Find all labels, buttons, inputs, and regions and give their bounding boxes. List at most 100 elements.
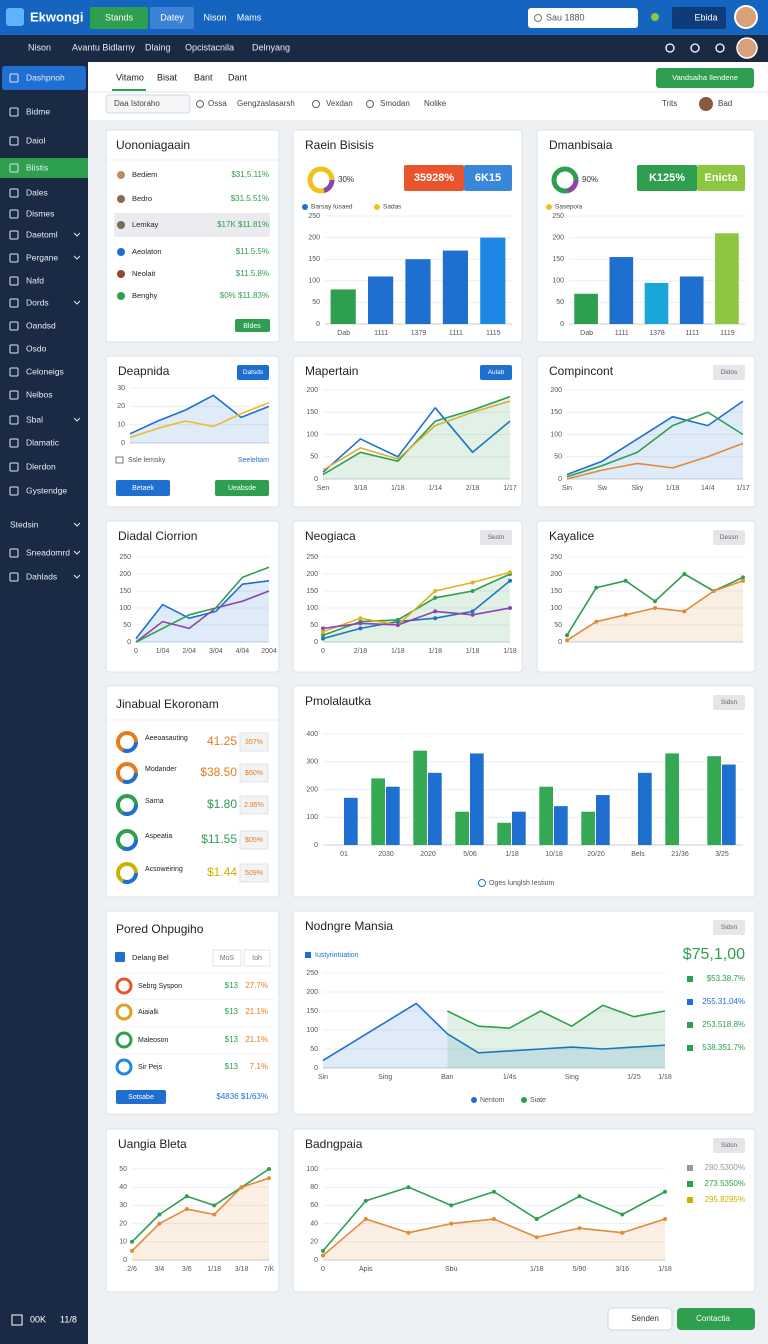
list-button-label[interactable]: Bldes (243, 323, 261, 330)
sidebar-item[interactable]: Dahlads (26, 571, 57, 581)
row-name: Aspeatia (145, 833, 172, 840)
card-badge-label[interactable]: Sidsn (721, 699, 738, 706)
header-tab[interactable] (150, 7, 194, 29)
card-badge-label[interactable]: Dessn (720, 534, 739, 541)
card-badge[interactable] (713, 530, 745, 545)
toolbar-tab[interactable]: Vitamo (116, 72, 144, 82)
sidebar-item[interactable]: Gystendge (26, 485, 67, 495)
y-tick-label: 50 (310, 1046, 318, 1053)
nav-item[interactable]: Nison (28, 42, 51, 52)
bar (442, 250, 468, 324)
filter-item[interactable]: Vexdan (326, 99, 353, 108)
sidebar-item[interactable]: Sneadomrd (26, 547, 70, 557)
list-button-label[interactable]: Sotsabe (128, 1094, 154, 1101)
sidebar-item[interactable]: Dismes (26, 208, 54, 218)
footer-button[interactable] (607, 1307, 673, 1331)
card-badge-label[interactable]: Sidsn (721, 924, 738, 931)
filter-item[interactable]: Daa Istoraho (114, 99, 160, 108)
sidebar-item[interactable]: Blistis (26, 162, 48, 172)
sidebar-item[interactable]: Dashpnoh (26, 72, 65, 82)
filter-icon (366, 100, 374, 108)
toolbar-tab[interactable]: Bisat (157, 72, 178, 82)
list-button[interactable] (116, 1090, 166, 1104)
card (292, 355, 523, 508)
filter-item[interactable]: Ossa (208, 99, 227, 108)
header-tab-label[interactable]: Mams (237, 12, 262, 22)
toolbar-tab[interactable]: Bant (194, 72, 213, 82)
card-badge[interactable] (480, 530, 512, 545)
header-tab-label[interactable]: Stands (105, 12, 134, 22)
card-badge-label[interactable]: Sidsn (721, 1142, 738, 1149)
nav-avatar[interactable] (736, 37, 758, 59)
sidebar-item[interactable]: Oandsd (26, 320, 56, 330)
filter-item[interactable]: Nolike (424, 99, 447, 108)
sidebar-icon (9, 572, 19, 582)
toolbar-right[interactable]: Trits (662, 99, 677, 108)
sidebar-item[interactable]: Osdo (26, 343, 47, 353)
footer-button-label[interactable]: Senden (631, 1314, 659, 1323)
header-badge-label[interactable]: Ebida (694, 12, 717, 22)
nav-item[interactable]: Opcistacnila (185, 42, 234, 52)
footer-button-label[interactable]: Contactia (696, 1314, 730, 1323)
card (292, 910, 756, 1115)
header-tab[interactable] (90, 7, 148, 29)
header-tab-label[interactable]: Nison (203, 12, 226, 22)
search-text[interactable]: Sau 1880 (546, 12, 585, 22)
sidebar-item[interactable]: Nelbos (26, 389, 52, 399)
sidebar-item[interactable]: Dales (26, 187, 48, 197)
sidebar-item[interactable]: Dlamatic (26, 437, 60, 447)
card-badge[interactable] (713, 695, 745, 710)
sidebar-item[interactable]: Daiol (26, 135, 45, 145)
marker (470, 580, 475, 585)
footer-button[interactable] (677, 1308, 755, 1330)
card-button[interactable] (116, 480, 170, 496)
toolbar-right[interactable]: Bad (718, 99, 732, 108)
header-tab-label[interactable]: Datey (160, 12, 184, 22)
sidebar-item[interactable]: Dords (26, 297, 49, 307)
nav-item[interactable]: Avantu Bidlarny (72, 42, 135, 52)
sidebar-item[interactable]: Sbal (26, 414, 43, 424)
card-badge[interactable] (713, 365, 745, 380)
list-button[interactable] (235, 319, 270, 332)
card-badge[interactable] (237, 365, 269, 380)
filter-item[interactable]: Gengzaslasarsh (237, 99, 295, 108)
card-badge-label[interactable]: Sestn (488, 534, 505, 541)
x-tick-label: 1111 (449, 330, 463, 337)
toolbar-tab[interactable]: Dant (228, 72, 248, 82)
card-badge-label[interactable]: Aulab (488, 369, 505, 376)
sidebar-item[interactable]: Pergane (26, 252, 58, 262)
card-badge-label[interactable]: Datsds (243, 369, 264, 376)
card-button[interactable] (215, 480, 269, 496)
card (536, 520, 756, 673)
sidebar-item[interactable]: Daetoml (26, 229, 58, 239)
card-button-label[interactable]: Ueabsde (228, 485, 256, 492)
card-badge-label[interactable]: Didos (721, 369, 738, 376)
nav-icon[interactable] (715, 43, 725, 53)
nav-item[interactable]: Delnyang (252, 42, 290, 52)
sidebar-item[interactable]: Stedsin (10, 519, 39, 529)
avatar[interactable] (734, 5, 758, 29)
filter-dropdown[interactable] (105, 94, 191, 114)
action-button[interactable] (656, 68, 754, 88)
header-badge[interactable] (672, 7, 726, 29)
card-badge[interactable] (713, 1138, 745, 1153)
sidebar-item[interactable]: Celoneigs (26, 366, 64, 376)
nav-icon[interactable] (690, 43, 700, 53)
nav-item[interactable]: Dlaing (145, 42, 171, 52)
card-button-label[interactable]: Betaek (132, 485, 154, 492)
card-badge[interactable] (713, 920, 745, 935)
sidebar-item[interactable]: Bidme (26, 106, 50, 116)
card-badge[interactable] (480, 365, 512, 380)
sidebar-item[interactable]: Nafd (26, 275, 44, 285)
area (323, 396, 510, 479)
legend-swatch (521, 1097, 527, 1103)
bar (405, 259, 431, 324)
nav-icon[interactable] (665, 43, 675, 53)
checkbox[interactable] (115, 952, 125, 962)
search-box[interactable] (528, 8, 638, 28)
y-tick-label: 250 (306, 554, 318, 561)
sidebar-item[interactable]: Dlerdon (26, 461, 56, 471)
x-tick-label: 1/17 (736, 485, 750, 492)
filter-item[interactable]: Smodan (380, 99, 410, 108)
action-label[interactable]: Vandsaiha Ilendene (672, 73, 738, 82)
